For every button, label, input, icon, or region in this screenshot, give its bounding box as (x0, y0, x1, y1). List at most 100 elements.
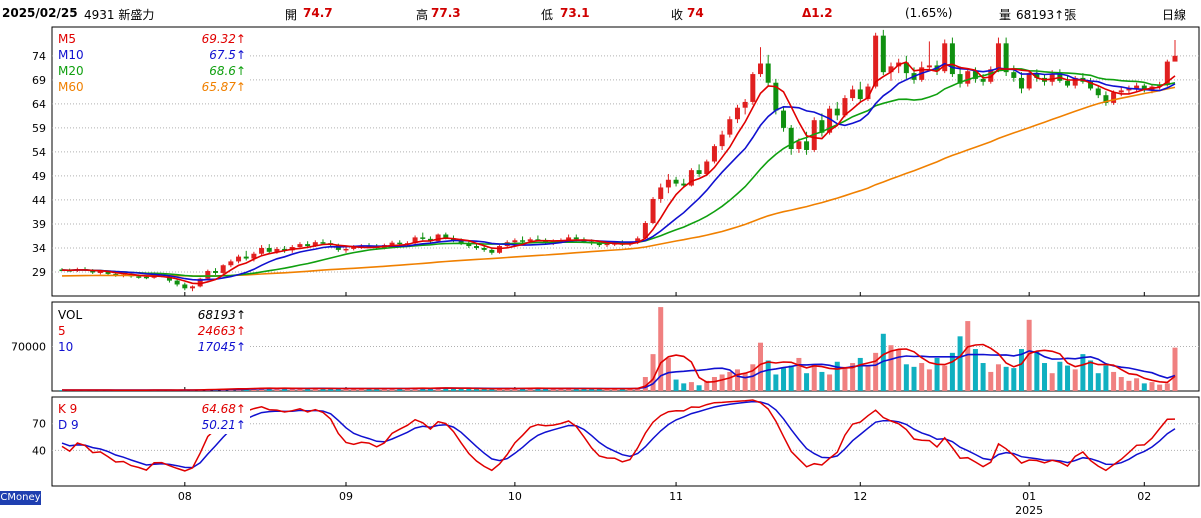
candle-body (573, 237, 579, 240)
legend-name: 5 (58, 324, 66, 338)
candle-body (297, 244, 303, 248)
candle-body (765, 63, 771, 83)
volume-bar (688, 382, 694, 391)
candle-body (1065, 80, 1071, 86)
candle-body (458, 240, 464, 244)
candle-body (804, 141, 810, 150)
candle-body (781, 110, 787, 128)
volume-bar (665, 357, 671, 391)
candle-body (1111, 92, 1117, 103)
volume-bar (896, 349, 902, 391)
volume-bar (1034, 351, 1040, 391)
candle-body (949, 43, 955, 75)
candle-body (673, 179, 679, 184)
legend-value: 69.32↑ (202, 32, 246, 46)
volume-bar (543, 388, 549, 391)
candle-body (719, 134, 725, 147)
candle-body (90, 270, 96, 273)
volume-bar (297, 388, 303, 391)
kd-tick-label: 70 (32, 418, 46, 431)
open-label: 開 (285, 8, 298, 22)
candle-body (520, 240, 526, 242)
volume-bar (1103, 365, 1109, 391)
volume-bar (1080, 354, 1086, 391)
volume-bar (1088, 360, 1094, 391)
candle-body (834, 108, 840, 116)
candle-body (1026, 73, 1032, 89)
candle-body (850, 89, 856, 99)
open-value: 74.7 (303, 6, 333, 20)
volume-bar (381, 388, 387, 391)
legend-box (54, 30, 250, 96)
candle-body (596, 243, 602, 246)
volume-bar (942, 365, 948, 391)
volume-bar (949, 352, 955, 391)
candle-body (1172, 55, 1178, 62)
candle-body (473, 246, 479, 248)
candle-body (228, 261, 234, 266)
x-tick-label: 12 (853, 490, 867, 503)
candle-body (1049, 74, 1055, 82)
candle-body (995, 43, 1001, 70)
candle-body (842, 98, 848, 116)
cmoney-logo: CMoney (0, 491, 41, 505)
volume-bar (282, 388, 288, 391)
candle-body (665, 179, 671, 188)
volume-average-lines (61, 343, 1176, 392)
candle-body (450, 238, 456, 241)
candle-body (512, 240, 518, 243)
candle-body (635, 238, 641, 243)
volume-bar (972, 349, 978, 391)
candle-body (857, 89, 863, 100)
volume-bar (1141, 383, 1147, 391)
volume-bar (458, 388, 464, 391)
x-tick-label: 11 (669, 490, 683, 503)
legend-value: 17045↑ (198, 340, 246, 354)
volume-bar (351, 388, 357, 391)
volume-bar (558, 388, 564, 391)
candle-body (205, 271, 211, 279)
volume-bar (366, 388, 372, 391)
volume-bar (1157, 384, 1163, 391)
candle-body (988, 69, 994, 82)
volume-bar (335, 388, 341, 391)
candle-body (688, 170, 694, 186)
candle-body (1103, 95, 1109, 103)
price-tick-label: 49 (32, 170, 46, 183)
grid-lines (52, 55, 1199, 451)
legend-value: 64.68↑ (202, 402, 246, 416)
candle-body (972, 71, 978, 79)
legend-name: M60 (58, 80, 84, 94)
volume-bar (834, 361, 840, 391)
volume-bar (842, 366, 848, 391)
volume-bar (604, 388, 610, 391)
volume-bar (520, 388, 526, 391)
legend-value: 67.5↑ (209, 48, 246, 62)
volume-bar (612, 388, 618, 391)
candle-body (143, 276, 149, 279)
volume-bar (627, 388, 633, 391)
volume-bar (742, 373, 748, 391)
candle-body (750, 74, 756, 102)
price-tick-label: 54 (32, 146, 46, 159)
volume-bar (719, 374, 725, 391)
volume-bar (389, 388, 395, 391)
candle-body (251, 253, 257, 259)
candle-body (704, 161, 710, 174)
volume-bar (289, 388, 295, 391)
volume-bar (911, 366, 917, 391)
candle-body (489, 249, 495, 253)
legend-name: M20 (58, 64, 84, 78)
candle-body (266, 247, 272, 252)
x-year-label: 2025 (1015, 504, 1043, 517)
volume-bar (919, 363, 925, 391)
candle-body (650, 198, 656, 223)
x-axis: 08 09 10 11 12 01 02 2025 (178, 292, 1151, 517)
volume-bar (420, 388, 426, 391)
low-value: 73.1 (560, 6, 590, 20)
volume-bar (773, 374, 779, 391)
volume-bar (811, 364, 817, 391)
volume-bar (435, 387, 441, 391)
volume-bar (1095, 373, 1101, 391)
